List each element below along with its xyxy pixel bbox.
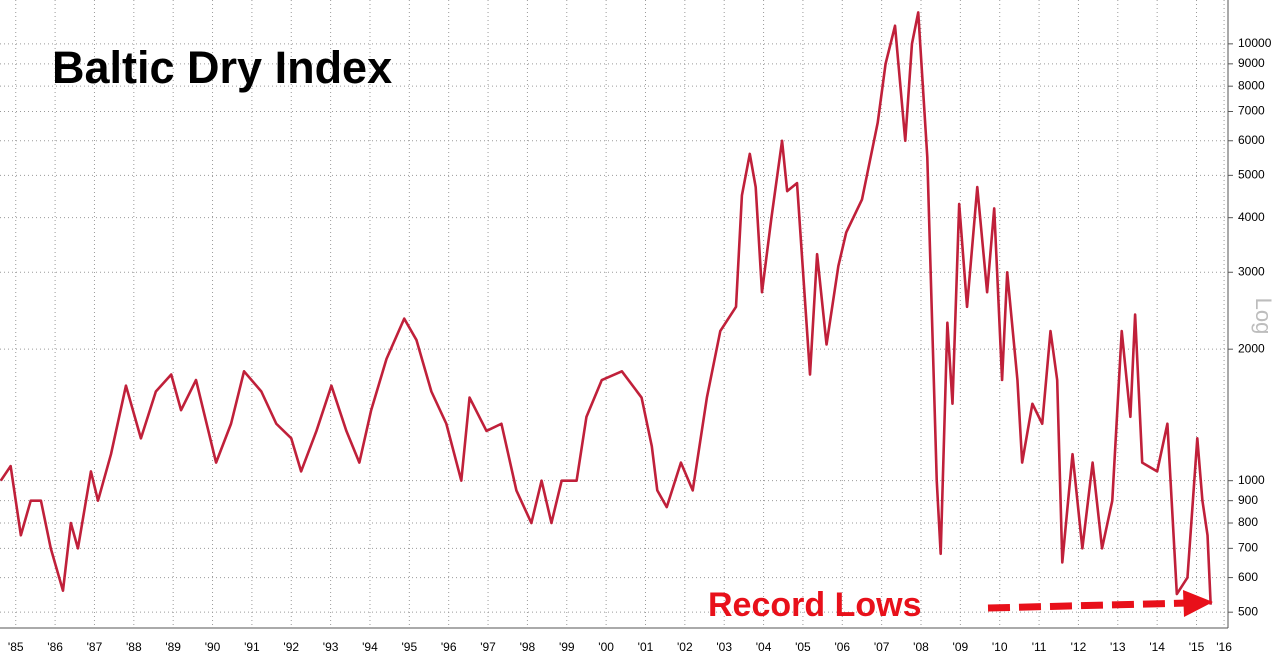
y-tick-label: 5000 xyxy=(1238,168,1265,182)
y-tick-label: 500 xyxy=(1238,604,1258,618)
x-tick-label: '08 xyxy=(913,640,929,654)
x-tick-label: '92 xyxy=(283,640,299,654)
x-tick-label: '09 xyxy=(953,640,969,654)
x-tick-label: '86 xyxy=(47,640,63,654)
x-tick-label: '14 xyxy=(1149,640,1165,654)
series xyxy=(0,11,1212,605)
y-tick-label: 10000 xyxy=(1238,36,1272,50)
y-tick-label: 8000 xyxy=(1238,78,1265,92)
x-tick-label: '90 xyxy=(205,640,221,654)
x-tick-label: '12 xyxy=(1071,640,1087,654)
x-tick-label: '03 xyxy=(716,640,732,654)
x-tick-label: '10 xyxy=(992,640,1008,654)
annotation-arrowhead xyxy=(1183,590,1213,617)
y-tick-label: 1000 xyxy=(1238,473,1265,487)
x-tick-label: '11 xyxy=(1032,640,1047,654)
x-tick-label: '02 xyxy=(677,640,693,654)
x-tick-label: '93 xyxy=(323,640,339,654)
y-tick-label: 800 xyxy=(1238,515,1258,529)
y-tick-label: 4000 xyxy=(1238,210,1265,224)
x-tick-label: '97 xyxy=(480,640,496,654)
annotation-text: Record Lows xyxy=(708,586,921,624)
y-tick-label: 6000 xyxy=(1238,133,1265,147)
x-tick-label: '98 xyxy=(520,640,536,654)
x-tick-label: '87 xyxy=(87,640,103,654)
x-tick-label: '13 xyxy=(1110,640,1126,654)
data-line xyxy=(0,11,1212,605)
x-tick-label: '01 xyxy=(638,640,654,654)
x-tick-label: '99 xyxy=(559,640,575,654)
y-tick-label: 700 xyxy=(1238,541,1258,555)
x-tick-label: '04 xyxy=(756,640,772,654)
x-tick-label: '16 xyxy=(1216,640,1232,654)
y-tick-label: 9000 xyxy=(1238,56,1265,70)
x-tick-label: '96 xyxy=(441,640,457,654)
x-tick-label: '00 xyxy=(598,640,614,654)
x-tick-label: '07 xyxy=(874,640,890,654)
y-tick-label: 2000 xyxy=(1238,341,1265,355)
y-tick-label: 900 xyxy=(1238,493,1258,507)
y-tick-label: 7000 xyxy=(1238,104,1265,118)
x-tick-label: '15 xyxy=(1189,640,1205,654)
y-tick-label: 600 xyxy=(1238,570,1258,584)
x-tick-label: '95 xyxy=(402,640,418,654)
x-tick-label: '85 xyxy=(8,640,24,654)
x-tick-label: '05 xyxy=(795,640,811,654)
x-tick-label: '88 xyxy=(126,640,142,654)
x-tick-label: '89 xyxy=(165,640,181,654)
x-tick-label: '94 xyxy=(362,640,378,654)
y-tick-label: 3000 xyxy=(1238,264,1265,278)
annotation-arrow xyxy=(987,599,1189,612)
x-tick-label: '91 xyxy=(244,640,260,654)
y-axis-label: Log xyxy=(1251,298,1276,335)
grid xyxy=(0,0,1228,628)
annotation: Record Lows xyxy=(708,586,1213,624)
x-tick-label: '06 xyxy=(834,640,850,654)
chart-title: Baltic Dry Index xyxy=(52,42,392,93)
